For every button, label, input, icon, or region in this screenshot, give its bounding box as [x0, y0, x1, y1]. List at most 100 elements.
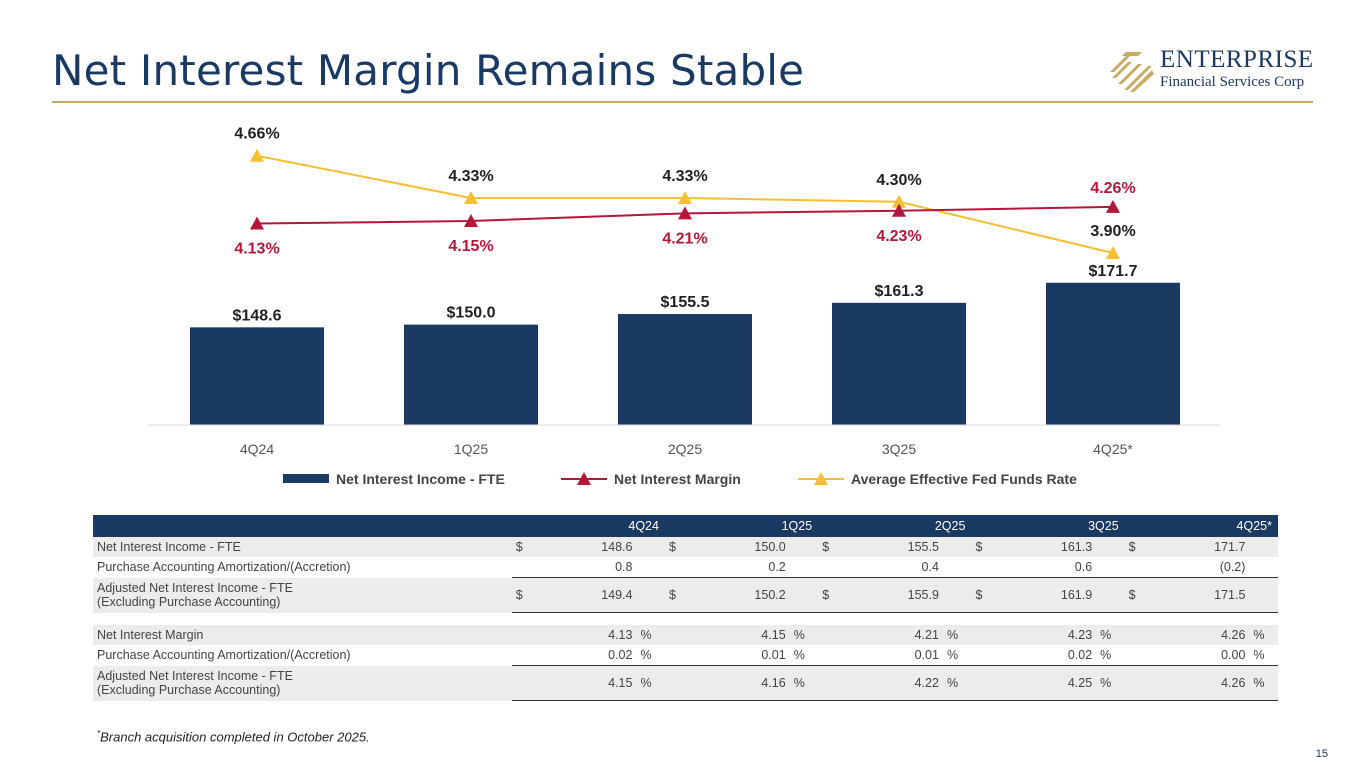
bar-value-label: $150.0: [447, 305, 496, 322]
table-cell: 0.4: [921, 560, 939, 574]
title-divider: [52, 101, 1313, 103]
nim-label: 4.21%: [662, 230, 707, 247]
currency-symbol: $: [971, 577, 998, 613]
percent-symbol: %: [1253, 648, 1265, 662]
table-header-cell: 2Q25: [818, 515, 972, 537]
percent-symbol: %: [636, 665, 665, 701]
table-cell: 0.01: [914, 648, 939, 662]
currency-symbol: [1124, 665, 1151, 701]
table-cell: 4.16: [691, 665, 790, 701]
fed-funds-label: 4.33%: [662, 168, 707, 185]
table-cell: 4.15: [691, 625, 790, 645]
bar: [404, 324, 538, 425]
currency-symbol: [511, 665, 538, 701]
percent-symbol: [1096, 557, 1125, 578]
legend-marker-icon: [814, 472, 828, 485]
table-cell: (0.2): [1219, 560, 1246, 574]
bar: [1046, 282, 1180, 425]
nim-point: [464, 214, 478, 227]
table-row: Net Interest Margin 4.13% 4.15% 4.21% 4.23% 4…: [93, 625, 1278, 645]
table-cell: 161.3: [997, 537, 1097, 557]
currency-symbol: $: [818, 537, 845, 557]
percent-symbol: %: [1096, 625, 1125, 645]
table-cell: 4.25: [997, 665, 1097, 701]
currency-symbol: [664, 665, 692, 701]
currency-symbol: $: [664, 537, 692, 557]
table-spacer-row: [93, 613, 1278, 626]
currency-symbol: $: [511, 577, 538, 613]
currency-symbol: $: [1124, 537, 1151, 557]
currency-symbol: $: [511, 537, 538, 557]
percent-symbol: %: [942, 665, 972, 701]
logo-mark-icon: [1110, 52, 1154, 92]
percent-symbol: %: [1100, 648, 1112, 662]
nim-label: 4.13%: [234, 241, 279, 258]
row-label: Net Interest Margin: [93, 625, 512, 645]
table-row: Purchase Accounting Amortization/(Accret…: [93, 557, 1278, 578]
row-label-text: Adjusted Net Interest Income - FTE: [97, 669, 293, 683]
currency-symbol: [511, 625, 538, 645]
currency-symbol: [818, 665, 845, 701]
percent-symbol: %: [636, 625, 665, 645]
percent-symbol: [1096, 537, 1125, 557]
table-header-blank: [93, 515, 512, 537]
table-header-cell: 3Q25: [971, 515, 1125, 537]
percent-symbol: [1249, 577, 1278, 613]
table-cell: 4.22: [844, 665, 943, 701]
table-row: Net Interest Income - FTE $148.6 $150.0 $15…: [93, 537, 1278, 557]
nim-point: [250, 216, 264, 230]
nim-point: [892, 203, 906, 217]
table-header-cell: 1Q25: [664, 515, 819, 537]
row-label: Adjusted Net Interest Income - FTE (Exclu…: [93, 577, 512, 613]
table-cell: 148.6: [537, 537, 637, 557]
currency-symbol: [512, 645, 538, 666]
fed-funds-label: 4.66%: [234, 126, 279, 143]
bar-value-label: $155.5: [661, 294, 710, 311]
table-cell: 149.4: [537, 577, 637, 613]
table-spacer-cell: [93, 613, 1278, 626]
table-cell: 161.9: [997, 577, 1097, 613]
percent-symbol: %: [793, 648, 805, 662]
currency-symbol: $: [971, 537, 998, 557]
row-label-text: Net Interest Margin: [97, 628, 204, 642]
percent-symbol: [790, 557, 819, 578]
row-label-subtext: (Excluding Purchase Accounting): [97, 595, 281, 609]
row-label-text: Purchase Accounting Amortization/(Accret…: [97, 560, 351, 575]
currency-symbol: [818, 557, 844, 578]
nim-point: [678, 206, 692, 220]
table-header-cell: 4Q24: [511, 515, 665, 537]
table-cell: 171.7: [1150, 537, 1250, 557]
percent-symbol: [942, 577, 972, 613]
logo-text-primary: ENTERPRISE: [1160, 46, 1314, 73]
bar: [618, 314, 752, 425]
x-tick-label: 3Q25: [882, 441, 916, 457]
row-label: Purchase Accounting Amortization/(Accret…: [93, 645, 512, 666]
row-label: Adjusted Net Interest Income - FTE (Exclu…: [93, 665, 512, 701]
fed-funds-point: [1106, 246, 1120, 259]
table-cell: 0.02: [1067, 648, 1093, 662]
table-cell: 0.2: [768, 560, 786, 574]
x-tick-label: 2Q25: [668, 441, 702, 457]
x-tick-label: 4Q25*: [1093, 441, 1133, 457]
table-cell: 4.26: [1150, 665, 1250, 701]
percent-symbol: %: [1249, 665, 1278, 701]
currency-symbol: [665, 645, 691, 666]
legend-marker-icon: [577, 472, 591, 485]
percent-symbol: %: [946, 648, 959, 662]
percent-symbol: %: [789, 665, 819, 701]
table-cell: 150.0: [691, 537, 790, 557]
percent-symbol: [1249, 557, 1278, 578]
percent-symbol: %: [640, 648, 652, 662]
nim-label: 4.26%: [1090, 180, 1135, 197]
fed-funds-label: 3.90%: [1090, 223, 1135, 240]
currency-symbol: [664, 625, 692, 645]
row-label-text: Net Interest Income - FTE: [97, 540, 241, 554]
percent-symbol: [636, 557, 665, 578]
currency-symbol: [971, 665, 998, 701]
percent-symbol: [636, 537, 665, 557]
table-cell: 155.5: [844, 537, 943, 557]
percent-symbol: [636, 577, 665, 613]
company-logo: ENTERPRISE Financial Services Corp: [1108, 46, 1318, 94]
x-tick-label: 4Q24: [240, 441, 274, 457]
table-cell: 0.02: [608, 648, 633, 662]
